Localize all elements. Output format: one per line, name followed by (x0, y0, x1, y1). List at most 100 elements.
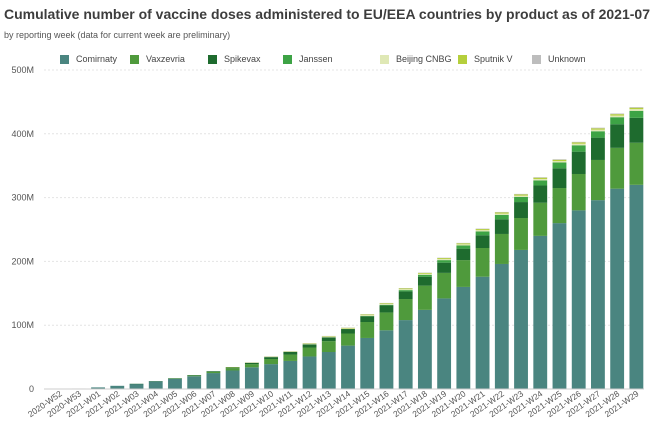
bar-segment (168, 378, 182, 389)
bar-segment (379, 303, 394, 304)
bar-segment (360, 315, 375, 316)
y-tick-label: 500M (11, 65, 34, 75)
bar-segment (341, 333, 355, 346)
bar-segment (321, 336, 336, 338)
bar-segment (610, 117, 625, 125)
y-tick-label: 100M (11, 320, 34, 330)
chart-subtitle: by reporting week (data for current week… (4, 30, 231, 40)
bar-segment (456, 286, 471, 389)
bar-segment (456, 245, 471, 249)
bar-segment (456, 243, 471, 245)
legend-item[interactable]: Beijing CNBG (380, 54, 452, 64)
bar-segment (225, 370, 240, 389)
legend-swatch (532, 54, 541, 64)
bar-segment (475, 276, 490, 389)
bar-segment (610, 115, 625, 118)
legend-item[interactable]: Comirnaty (60, 54, 117, 64)
bar-segment (629, 110, 644, 118)
bar-segment (379, 304, 394, 306)
bar-segment (591, 137, 605, 160)
bar-segment (610, 188, 625, 389)
bar-segment (360, 314, 375, 316)
bar-segment (437, 260, 452, 263)
bar-segment (533, 202, 548, 236)
y-tick-label: 0 (29, 384, 34, 394)
bar-segment (629, 107, 644, 110)
bar-segment (187, 375, 202, 377)
bar-segment (591, 127, 605, 129)
bar-segment (341, 328, 355, 330)
bar-segment (591, 128, 605, 130)
bar-segment (206, 371, 221, 374)
legend-label: Sputnik V (474, 54, 513, 64)
chart-legend: Comirnaty Vaxzevria Spikevax Janssen Beijing… (60, 54, 650, 66)
bar-segment (417, 309, 432, 389)
bar-segment (456, 260, 471, 287)
bar-segment (552, 162, 567, 169)
legend-swatch (380, 54, 389, 64)
bar-segment (206, 373, 221, 389)
bar-segment (302, 347, 317, 357)
bar-segment (533, 177, 548, 178)
bar-segment (187, 375, 202, 376)
bar-segment (610, 113, 625, 115)
bar-segment (533, 235, 548, 389)
bar-segment (591, 159, 605, 201)
bar-segment (610, 147, 625, 189)
bar-segment (417, 276, 432, 286)
legend-swatch (208, 54, 217, 64)
legend-swatch (458, 54, 467, 64)
bar-segment (206, 371, 221, 372)
bar-segment (225, 367, 240, 369)
bar-segment (514, 195, 528, 197)
bar-segment (283, 354, 298, 361)
bar-segment (591, 200, 605, 389)
legend-item[interactable]: Sputnik V (458, 54, 513, 64)
bar-segment (552, 159, 567, 162)
legend-label: Beijing CNBG (396, 54, 452, 64)
bar-segment (494, 263, 509, 389)
bar-segment (552, 223, 567, 389)
legend-item[interactable]: Spikevax (208, 54, 261, 64)
bar-segment (321, 352, 336, 389)
bar-segment (475, 229, 490, 231)
bar-segment (437, 258, 452, 260)
bar-segment (321, 336, 336, 337)
bar-segment (321, 337, 336, 342)
bar-segment (264, 364, 279, 389)
bar-segment (398, 320, 413, 389)
bar-segment (475, 230, 490, 232)
bar-segment (302, 356, 317, 389)
bar-segment (571, 141, 586, 143)
bar-segment (629, 107, 644, 108)
bar-segment (571, 210, 586, 389)
bar-segment (283, 360, 298, 389)
bar-segment (456, 244, 471, 246)
bar-segment (571, 143, 586, 146)
bar-segment (225, 368, 240, 371)
bar-segment (379, 303, 394, 305)
bar-segment (148, 381, 163, 389)
bar-segment (379, 305, 394, 313)
bar-segment (533, 185, 548, 203)
bar-segment (514, 202, 528, 219)
bar-segment (494, 212, 509, 214)
bar-segment (360, 322, 375, 338)
bar-segment (129, 383, 144, 389)
bar-segment (571, 142, 586, 144)
chart-title: Cumulative number of vaccine doses admin… (4, 6, 650, 22)
bar-segment (379, 330, 394, 389)
bar-segment (302, 343, 317, 344)
legend-swatch (283, 54, 292, 64)
bar-segment (475, 231, 490, 236)
legend-item[interactable]: Vaxzevria (130, 54, 185, 64)
y-tick-label: 400M (11, 129, 34, 139)
legend-item[interactable]: Janssen (283, 54, 333, 64)
bar-segment (360, 316, 375, 323)
bar-segment (514, 193, 528, 195)
bar-segment (437, 262, 452, 273)
legend-item[interactable]: Unknown (532, 54, 586, 64)
bar-segment (244, 364, 259, 368)
bar-segment (475, 248, 490, 277)
